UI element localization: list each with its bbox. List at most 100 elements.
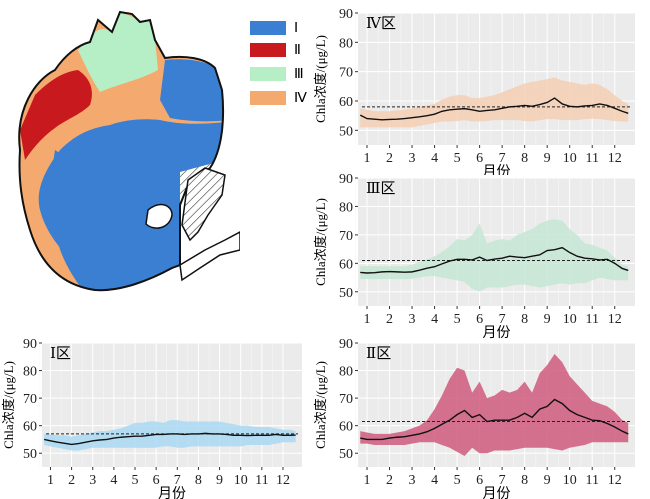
x-tick-label: 2 <box>386 312 393 327</box>
x-tick-label: 10 <box>563 312 577 327</box>
x-tick-label: 3 <box>89 473 96 488</box>
range-band <box>360 219 629 292</box>
x-tick-label: 7 <box>174 473 181 488</box>
zone-ii-area <box>20 70 92 160</box>
x-tick-label: 5 <box>454 312 461 327</box>
y-tick-label: 60 <box>339 257 353 272</box>
x-axis-label: 月份 <box>483 325 511 340</box>
x-tick-label: 4 <box>431 312 438 327</box>
hatched-peninsula <box>181 167 226 242</box>
x-tick-label: 8 <box>521 151 528 166</box>
x-tick-label: 1 <box>364 312 371 327</box>
legend-item: Ⅰ <box>250 20 298 36</box>
y-tick-label: 50 <box>339 124 353 139</box>
x-tick-label: 6 <box>476 312 483 327</box>
x-tick-label: 9 <box>544 312 551 327</box>
x-tick-label: 3 <box>409 473 416 488</box>
x-tick-label: 7 <box>499 151 506 166</box>
x-tick-label: 4 <box>431 473 438 488</box>
x-tick-label: 3 <box>409 312 416 327</box>
y-tick-label: 80 <box>339 200 353 215</box>
series-line <box>43 432 296 446</box>
legend-item: Ⅱ <box>250 42 301 58</box>
zone-iii-area <box>78 12 158 92</box>
x-tick-label: 11 <box>585 312 598 327</box>
y-tick-label: 50 <box>23 447 37 462</box>
x-tick-label: 1 <box>47 473 54 488</box>
y-tick-label: 90 <box>339 172 353 187</box>
x-tick-label: 12 <box>608 312 622 327</box>
y-axis-label: Chla浓度/(μg/L) <box>313 35 328 123</box>
y-tick-label: 70 <box>339 66 353 81</box>
x-tick-label: 12 <box>608 473 622 488</box>
x-tick-label: 8 <box>521 312 528 327</box>
y-tick-label: 90 <box>339 7 353 22</box>
y-tick-label: 80 <box>339 36 353 51</box>
y-axis-label: Chla浓度/(μg/L) <box>313 198 328 286</box>
legend-swatch <box>250 67 286 81</box>
y-tick-label: 80 <box>339 365 353 380</box>
x-tick-label: 2 <box>386 473 393 488</box>
x-tick-label: 9 <box>544 151 551 166</box>
x-tick-label: 10 <box>234 473 248 488</box>
x-axis-label: 月份 <box>483 486 511 499</box>
range-band <box>44 420 296 451</box>
x-tick-label: 2 <box>386 151 393 166</box>
series-line <box>360 398 629 441</box>
x-tick-label: 7 <box>499 473 506 488</box>
legend-swatch <box>250 21 286 35</box>
y-tick-label: 70 <box>23 392 37 407</box>
x-tick-label: 8 <box>195 473 202 488</box>
x-tick-label: 6 <box>476 473 483 488</box>
legend-label: Ⅳ <box>294 90 307 106</box>
x-tick-label: 7 <box>499 312 506 327</box>
series-line <box>359 97 629 121</box>
zone-i-north <box>160 59 224 122</box>
x-tick-label: 12 <box>276 473 290 488</box>
x-tick-label: 3 <box>409 151 416 166</box>
x-tick-label: 11 <box>585 473 598 488</box>
y-tick-label: 70 <box>339 392 353 407</box>
x-tick-label: 2 <box>68 473 75 488</box>
x-tick-label: 6 <box>153 473 160 488</box>
chart-title: Ⅰ区 <box>50 346 71 362</box>
x-tick-label: 11 <box>585 151 598 166</box>
y-tick-label: 70 <box>339 229 353 244</box>
x-tick-label: 4 <box>110 473 117 488</box>
y-tick-label: 90 <box>339 337 353 352</box>
x-tick-label: 5 <box>132 473 139 488</box>
y-tick-label: 60 <box>23 420 37 435</box>
y-tick-label: 90 <box>23 337 37 352</box>
y-tick-label: 50 <box>339 286 353 301</box>
lake-zone-map <box>18 10 240 292</box>
x-tick-label: 12 <box>608 151 622 166</box>
chart-title: Ⅲ区 <box>366 181 395 197</box>
x-tick-label: 1 <box>364 473 371 488</box>
x-tick-label: 4 <box>431 151 438 166</box>
y-axis-label: Chla浓度/(μg/L) <box>1 361 16 449</box>
island <box>145 203 173 229</box>
legend-swatch <box>250 43 286 57</box>
x-tick-label: 1 <box>364 151 371 166</box>
x-axis-label: 月份 <box>158 486 186 499</box>
y-tick-label: 60 <box>339 95 353 110</box>
chart-title: Ⅳ区 <box>366 16 396 32</box>
x-tick-label: 6 <box>476 151 483 166</box>
legend-item: Ⅳ <box>250 90 307 106</box>
legend-item: Ⅲ <box>250 66 304 82</box>
zone-legend: Ⅰ Ⅱ Ⅲ Ⅳ <box>250 20 320 110</box>
x-axis-label: 月份 <box>483 164 511 175</box>
legend-label: Ⅰ <box>294 20 299 36</box>
y-tick-label: 80 <box>23 365 37 380</box>
x-tick-label: 10 <box>563 151 577 166</box>
series-line <box>360 246 629 274</box>
legend-label: Ⅲ <box>294 66 304 82</box>
x-tick-label: 9 <box>216 473 223 488</box>
x-tick-label: 8 <box>521 473 528 488</box>
x-tick-label: 5 <box>454 473 461 488</box>
y-axis-label: Chla浓度/(μg/L) <box>313 361 328 449</box>
